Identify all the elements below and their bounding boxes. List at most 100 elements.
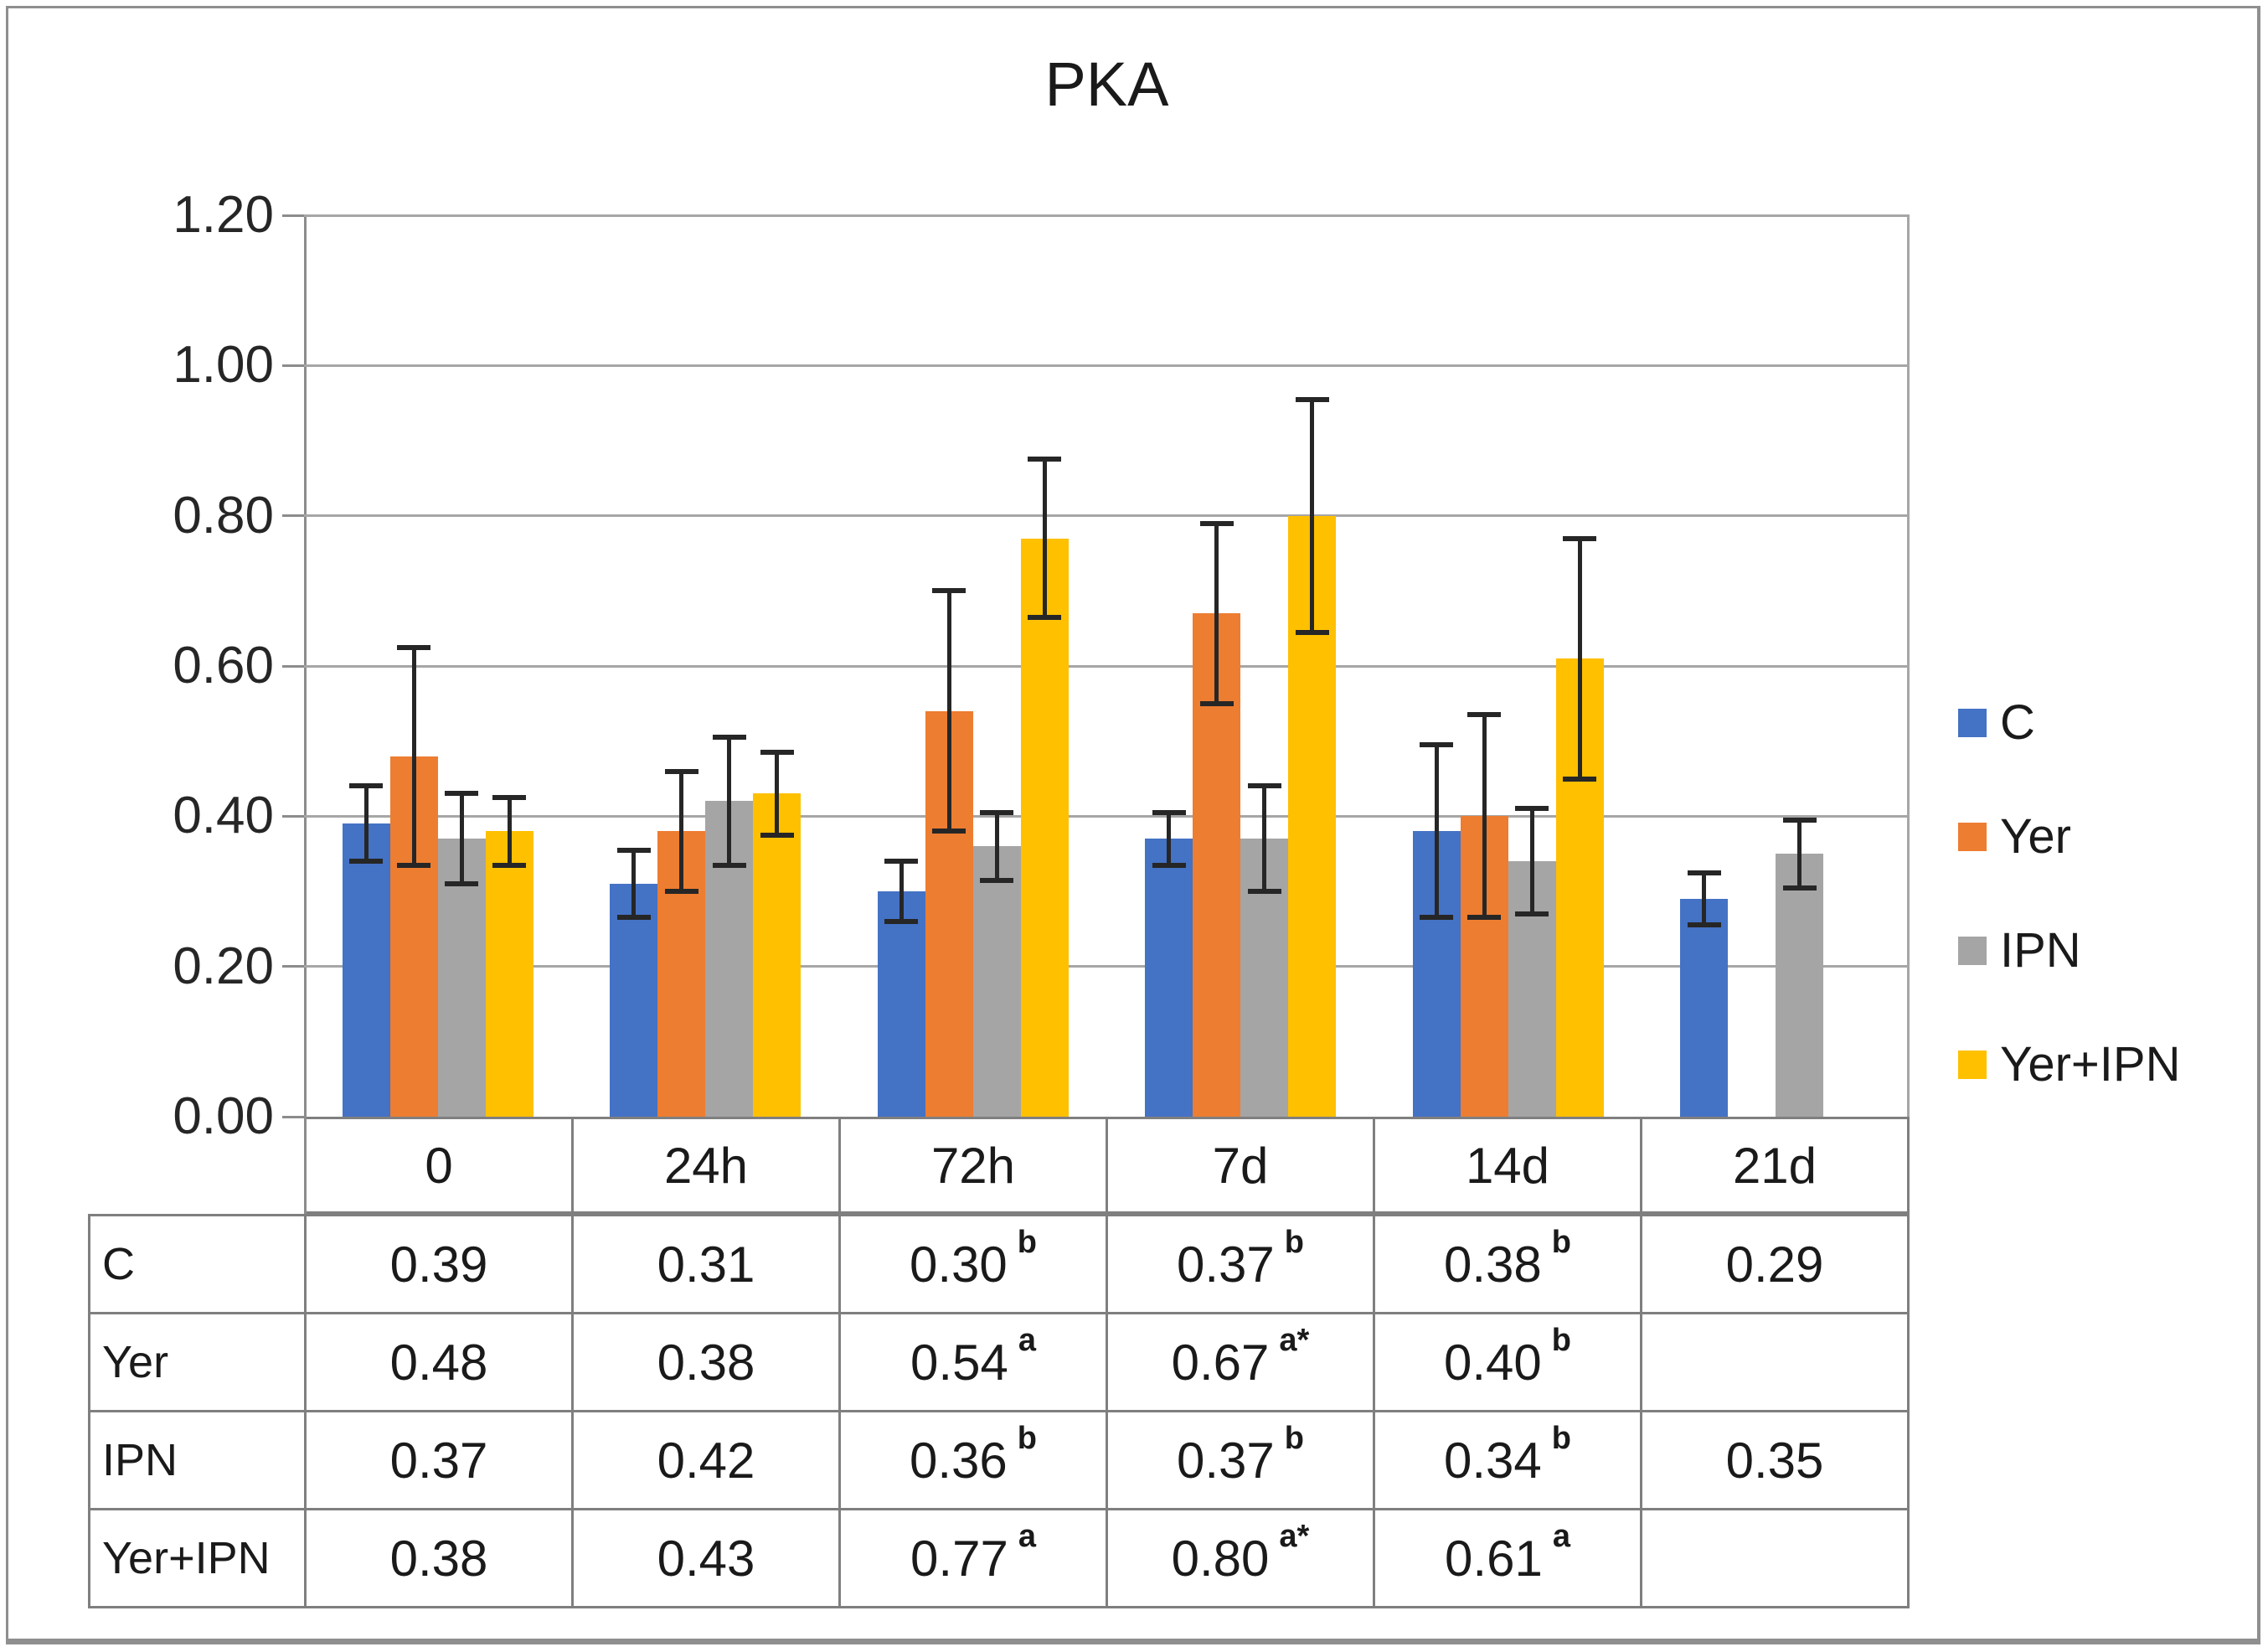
error-bar-cap — [397, 644, 431, 650]
bar-C-21d — [1680, 898, 1729, 1117]
error-bar-cap — [397, 862, 431, 868]
table-value: 0.40 — [1444, 1334, 1542, 1391]
legend-item-C: C — [1958, 699, 2181, 747]
error-bar — [946, 591, 951, 832]
error-bar-cap — [1420, 915, 1454, 921]
error-bar — [1577, 538, 1582, 779]
table-value: 0.39 — [389, 1236, 488, 1293]
y-axis-tick — [282, 364, 304, 367]
error-bar-cap — [884, 918, 919, 924]
y-axis-tick — [282, 514, 304, 518]
table-value: 0.54 — [910, 1334, 1008, 1391]
error-bar — [507, 797, 512, 865]
legend-item-Yer+IPN: Yer+IPN — [1958, 1040, 2181, 1089]
table-cell: 0.61 a — [1375, 1510, 1642, 1608]
table-cell: 0.42 — [574, 1412, 841, 1510]
significance-superscript: b — [1284, 1420, 1304, 1456]
table-cell: 0.35 — [1642, 1412, 1910, 1510]
x-category-label: 7d — [1106, 1119, 1373, 1211]
error-bar-cap — [1782, 885, 1817, 891]
table-cell: 0.48 — [307, 1314, 574, 1412]
legend-swatch-Yer+IPN — [1958, 1051, 1987, 1079]
error-bar — [994, 812, 999, 880]
table-cell: 0.67 a* — [1108, 1314, 1375, 1412]
y-axis-tick-label: 0.80 — [173, 486, 274, 545]
significance-superscript: b — [1284, 1224, 1304, 1260]
error-bar-cap — [616, 915, 651, 921]
table-value: 0.30 — [910, 1236, 1008, 1293]
significance-superscript: a* — [1279, 1518, 1310, 1554]
error-bar — [411, 647, 416, 865]
table-cell: 0.34 b — [1375, 1412, 1642, 1510]
error-bar-cap — [349, 783, 384, 789]
error-bar-cap — [1515, 911, 1549, 916]
table-value: 0.38 — [389, 1530, 488, 1587]
legend-label: IPN — [2000, 923, 2081, 978]
table-value: 0.42 — [657, 1432, 755, 1489]
y-axis-tick — [282, 965, 304, 968]
table-value: 0.29 — [1725, 1236, 1824, 1293]
y-axis-tick — [282, 814, 304, 818]
table-cell: 0.77 a — [841, 1510, 1108, 1608]
error-bar-cap — [664, 768, 698, 774]
error-bar-cap — [664, 889, 698, 894]
table-value: 0.35 — [1725, 1432, 1824, 1489]
table-cell — [1642, 1314, 1910, 1412]
error-bar-cap — [445, 791, 479, 797]
y-axis-tick-label: 1.00 — [173, 336, 274, 395]
table-cell: 0.37 b — [1108, 1216, 1375, 1314]
legend-item-Yer: Yer — [1958, 813, 2181, 861]
error-bar-cap — [1515, 806, 1549, 812]
error-bar-cap — [1687, 870, 1721, 875]
bar-C-24h — [610, 884, 658, 1117]
significance-superscript: b — [1017, 1224, 1037, 1260]
gridline — [304, 664, 1910, 668]
y-axis-tick — [282, 1115, 304, 1118]
error-bar-cap — [760, 750, 794, 756]
error-bar — [679, 771, 684, 891]
y-axis-tick-label: 0.40 — [173, 787, 274, 845]
error-bar — [1042, 459, 1047, 617]
table-value: 0.80 — [1171, 1530, 1270, 1587]
table-cell: 0.40 b — [1375, 1314, 1642, 1412]
error-bar-cap — [616, 847, 651, 853]
error-bar-cap — [1028, 457, 1062, 462]
error-bar-cap — [1782, 817, 1817, 823]
error-bar-cap — [760, 832, 794, 838]
table-value: 0.31 — [657, 1236, 755, 1293]
x-category-label: 21d — [1640, 1119, 1907, 1211]
legend-label: Yer — [2000, 809, 2071, 864]
legend-label: C — [2000, 695, 2035, 750]
bar-C-7d — [1145, 839, 1193, 1117]
table-value: 0.37 — [1177, 1432, 1275, 1489]
error-bar-cap — [1199, 520, 1234, 526]
error-bar-cap — [1563, 535, 1597, 541]
bar-Yer+IPN-24h — [753, 793, 802, 1117]
error-bar — [899, 861, 904, 922]
table-value: 0.48 — [389, 1334, 488, 1391]
gridline — [304, 364, 1910, 367]
y-axis-tick-label: 1.20 — [173, 186, 274, 244]
table-cell: 0.39 — [307, 1216, 574, 1314]
error-bar-cap — [1028, 614, 1062, 620]
error-bar — [363, 786, 369, 862]
significance-superscript: b — [1551, 1322, 1571, 1358]
error-bar-cap — [1152, 862, 1186, 868]
error-bar-cap — [1687, 922, 1721, 928]
table-cell: 0.37 b — [1108, 1412, 1375, 1510]
bar-C-72h — [877, 891, 925, 1117]
table-cell: 0.37 — [307, 1412, 574, 1510]
error-bar-cap — [492, 794, 527, 800]
significance-superscript: b — [1551, 1420, 1571, 1456]
error-bar-cap — [1295, 629, 1329, 635]
bar-IPN-21d — [1776, 854, 1824, 1117]
error-bar — [775, 752, 780, 835]
error-bar — [1482, 715, 1487, 918]
error-bar-cap — [932, 829, 966, 834]
bar-C-0 — [342, 823, 390, 1117]
error-bar — [1262, 786, 1267, 891]
table-cell: 0.30 b — [841, 1216, 1108, 1314]
error-bar — [1434, 745, 1439, 918]
error-bar-cap — [1247, 889, 1281, 894]
x-category-label: 24h — [571, 1119, 838, 1211]
